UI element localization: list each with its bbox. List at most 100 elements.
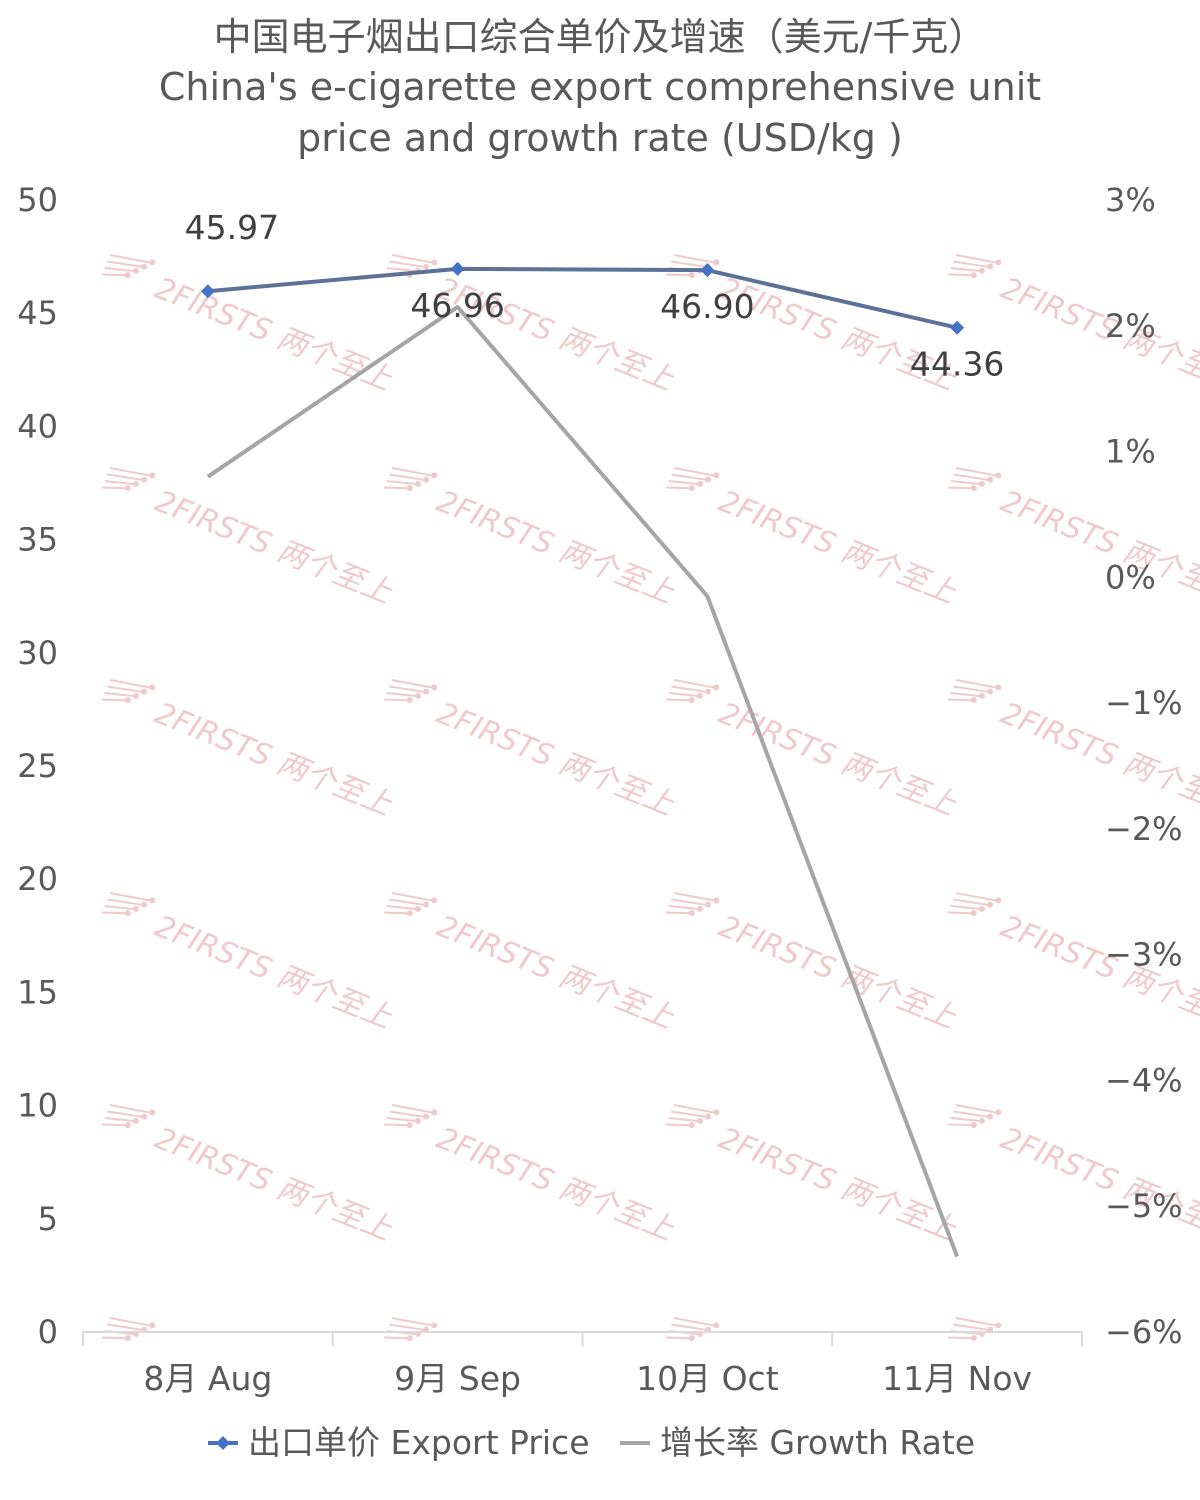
watermark-stroke [668, 1116, 698, 1123]
x-tick-label: 10月 Oct [636, 1359, 779, 1398]
y-right-tick-label: 0% [1105, 558, 1156, 596]
watermark-stroke [384, 486, 408, 490]
watermark-dot [978, 267, 985, 274]
watermark-stroke [955, 892, 997, 902]
watermark-stroke [950, 1116, 980, 1123]
watermark-stroke [955, 1104, 997, 1114]
watermark-stroke [391, 467, 433, 477]
watermark-stroke [671, 1323, 707, 1331]
watermark-stroke [671, 473, 707, 481]
watermark-stroke [668, 904, 698, 911]
watermark-dot [414, 905, 421, 912]
y-right-tick-label: −5% [1105, 1187, 1183, 1225]
watermark-stroke [109, 892, 151, 902]
y-left-tick-label: 20 [17, 860, 58, 898]
watermark: 2FIRSTS 两个至上 [666, 467, 961, 611]
y-left-tick-label: 45 [17, 294, 58, 332]
watermark-dot [149, 684, 156, 691]
watermark-stroke [673, 467, 715, 477]
watermark-dot [431, 259, 438, 266]
watermark-dot [423, 476, 430, 483]
watermark-dot [688, 697, 695, 704]
watermark-dot [696, 1117, 703, 1124]
watermark-dot [995, 1109, 1002, 1116]
watermark-stroke [950, 904, 980, 911]
watermark-dot [713, 1322, 720, 1329]
watermark-dot [987, 263, 994, 270]
watermark-stroke [953, 685, 989, 693]
watermark-stroke [955, 679, 997, 689]
watermark-stroke [389, 1110, 425, 1118]
watermark-stroke [668, 479, 698, 486]
data-label: 46.96 [410, 286, 504, 325]
watermark-dot [978, 1117, 985, 1124]
watermark-dot [713, 472, 720, 479]
watermark-stroke [104, 904, 134, 911]
watermark-stroke [948, 911, 972, 915]
watermark-stroke [386, 266, 416, 273]
chart-title: 中国电子烟出口综合单价及增速（美元/千克） China's e-cigarette… [159, 15, 1041, 160]
watermark-dot [995, 1322, 1002, 1329]
watermark-stroke [109, 679, 151, 689]
watermark-stroke [104, 266, 134, 273]
y-right-tick-label: 2% [1105, 307, 1156, 345]
watermark-dot [970, 697, 977, 704]
watermark-stroke [384, 698, 408, 702]
data-label: 44.36 [910, 345, 1004, 384]
watermark-dot [149, 259, 156, 266]
watermark-stroke [102, 273, 126, 277]
growth-rate-line [206, 304, 959, 1258]
watermark-dot [995, 897, 1002, 904]
x-tick-label: 11月 Nov [882, 1359, 1032, 1398]
watermark-stroke [391, 1317, 433, 1327]
watermark-dot [124, 1122, 131, 1129]
watermark-dot [431, 684, 438, 691]
watermark-dot [141, 263, 148, 270]
watermark-text: 2FIRSTS 两个至上 [996, 271, 1200, 398]
export-price-marker [950, 320, 965, 335]
watermark-dot [705, 1113, 712, 1120]
chart-title-line: China's e-cigarette export comprehensive… [159, 65, 1041, 109]
watermark-dot [132, 692, 139, 699]
watermark-stroke [104, 1116, 134, 1123]
watermark-stroke [666, 273, 690, 277]
watermark-stroke [107, 260, 143, 268]
watermark-dot [987, 1113, 994, 1120]
watermark [948, 1317, 1002, 1342]
watermark-dot [713, 897, 720, 904]
watermark-dot [705, 901, 712, 908]
watermark [384, 1317, 438, 1342]
watermark-dot [970, 272, 977, 279]
watermark-dot [406, 1122, 413, 1129]
watermark: 2FIRSTS 两个至上 [948, 467, 1200, 611]
watermark-stroke [389, 260, 425, 268]
data-label: 45.97 [185, 208, 279, 247]
legend: 出口单价 Export Price 增长率 Growth Rate [208, 1423, 975, 1462]
chart-title-line: price and growth rate (USD/kg ) [297, 116, 903, 160]
watermark-stroke [953, 898, 989, 906]
y-left-tick-label: 40 [17, 407, 58, 445]
y-axis-right: −6% −5% −4% −3% −2% −1% 0% 1% 2% 3% [1105, 181, 1183, 1351]
y-left-tick-label: 0 [38, 1313, 58, 1351]
watermark-stroke [673, 1317, 715, 1327]
watermark-dot [132, 1117, 139, 1124]
x-tick-label: 9月 Sep [394, 1359, 521, 1398]
watermark: 2FIRSTS 两个至上 [384, 1104, 679, 1248]
watermark-text: 2FIRSTS 两个至上 [996, 1121, 1200, 1248]
y-right-tick-label: 1% [1105, 433, 1156, 471]
watermark-dot [431, 897, 438, 904]
y-right-tick-label: −3% [1105, 936, 1183, 974]
watermark-stroke [386, 1116, 416, 1123]
watermark-stroke [104, 479, 134, 486]
watermark-stroke [666, 486, 690, 490]
watermark-dot [414, 1117, 421, 1124]
watermark: 2FIRSTS 两个至上 [384, 467, 679, 611]
watermark-dot [688, 272, 695, 279]
watermark-dot [406, 485, 413, 492]
y-left-tick-label: 50 [17, 181, 58, 219]
watermark-stroke [673, 1104, 715, 1114]
watermark-stroke [391, 679, 433, 689]
watermark-dot [124, 272, 131, 279]
watermark-dot [987, 688, 994, 695]
